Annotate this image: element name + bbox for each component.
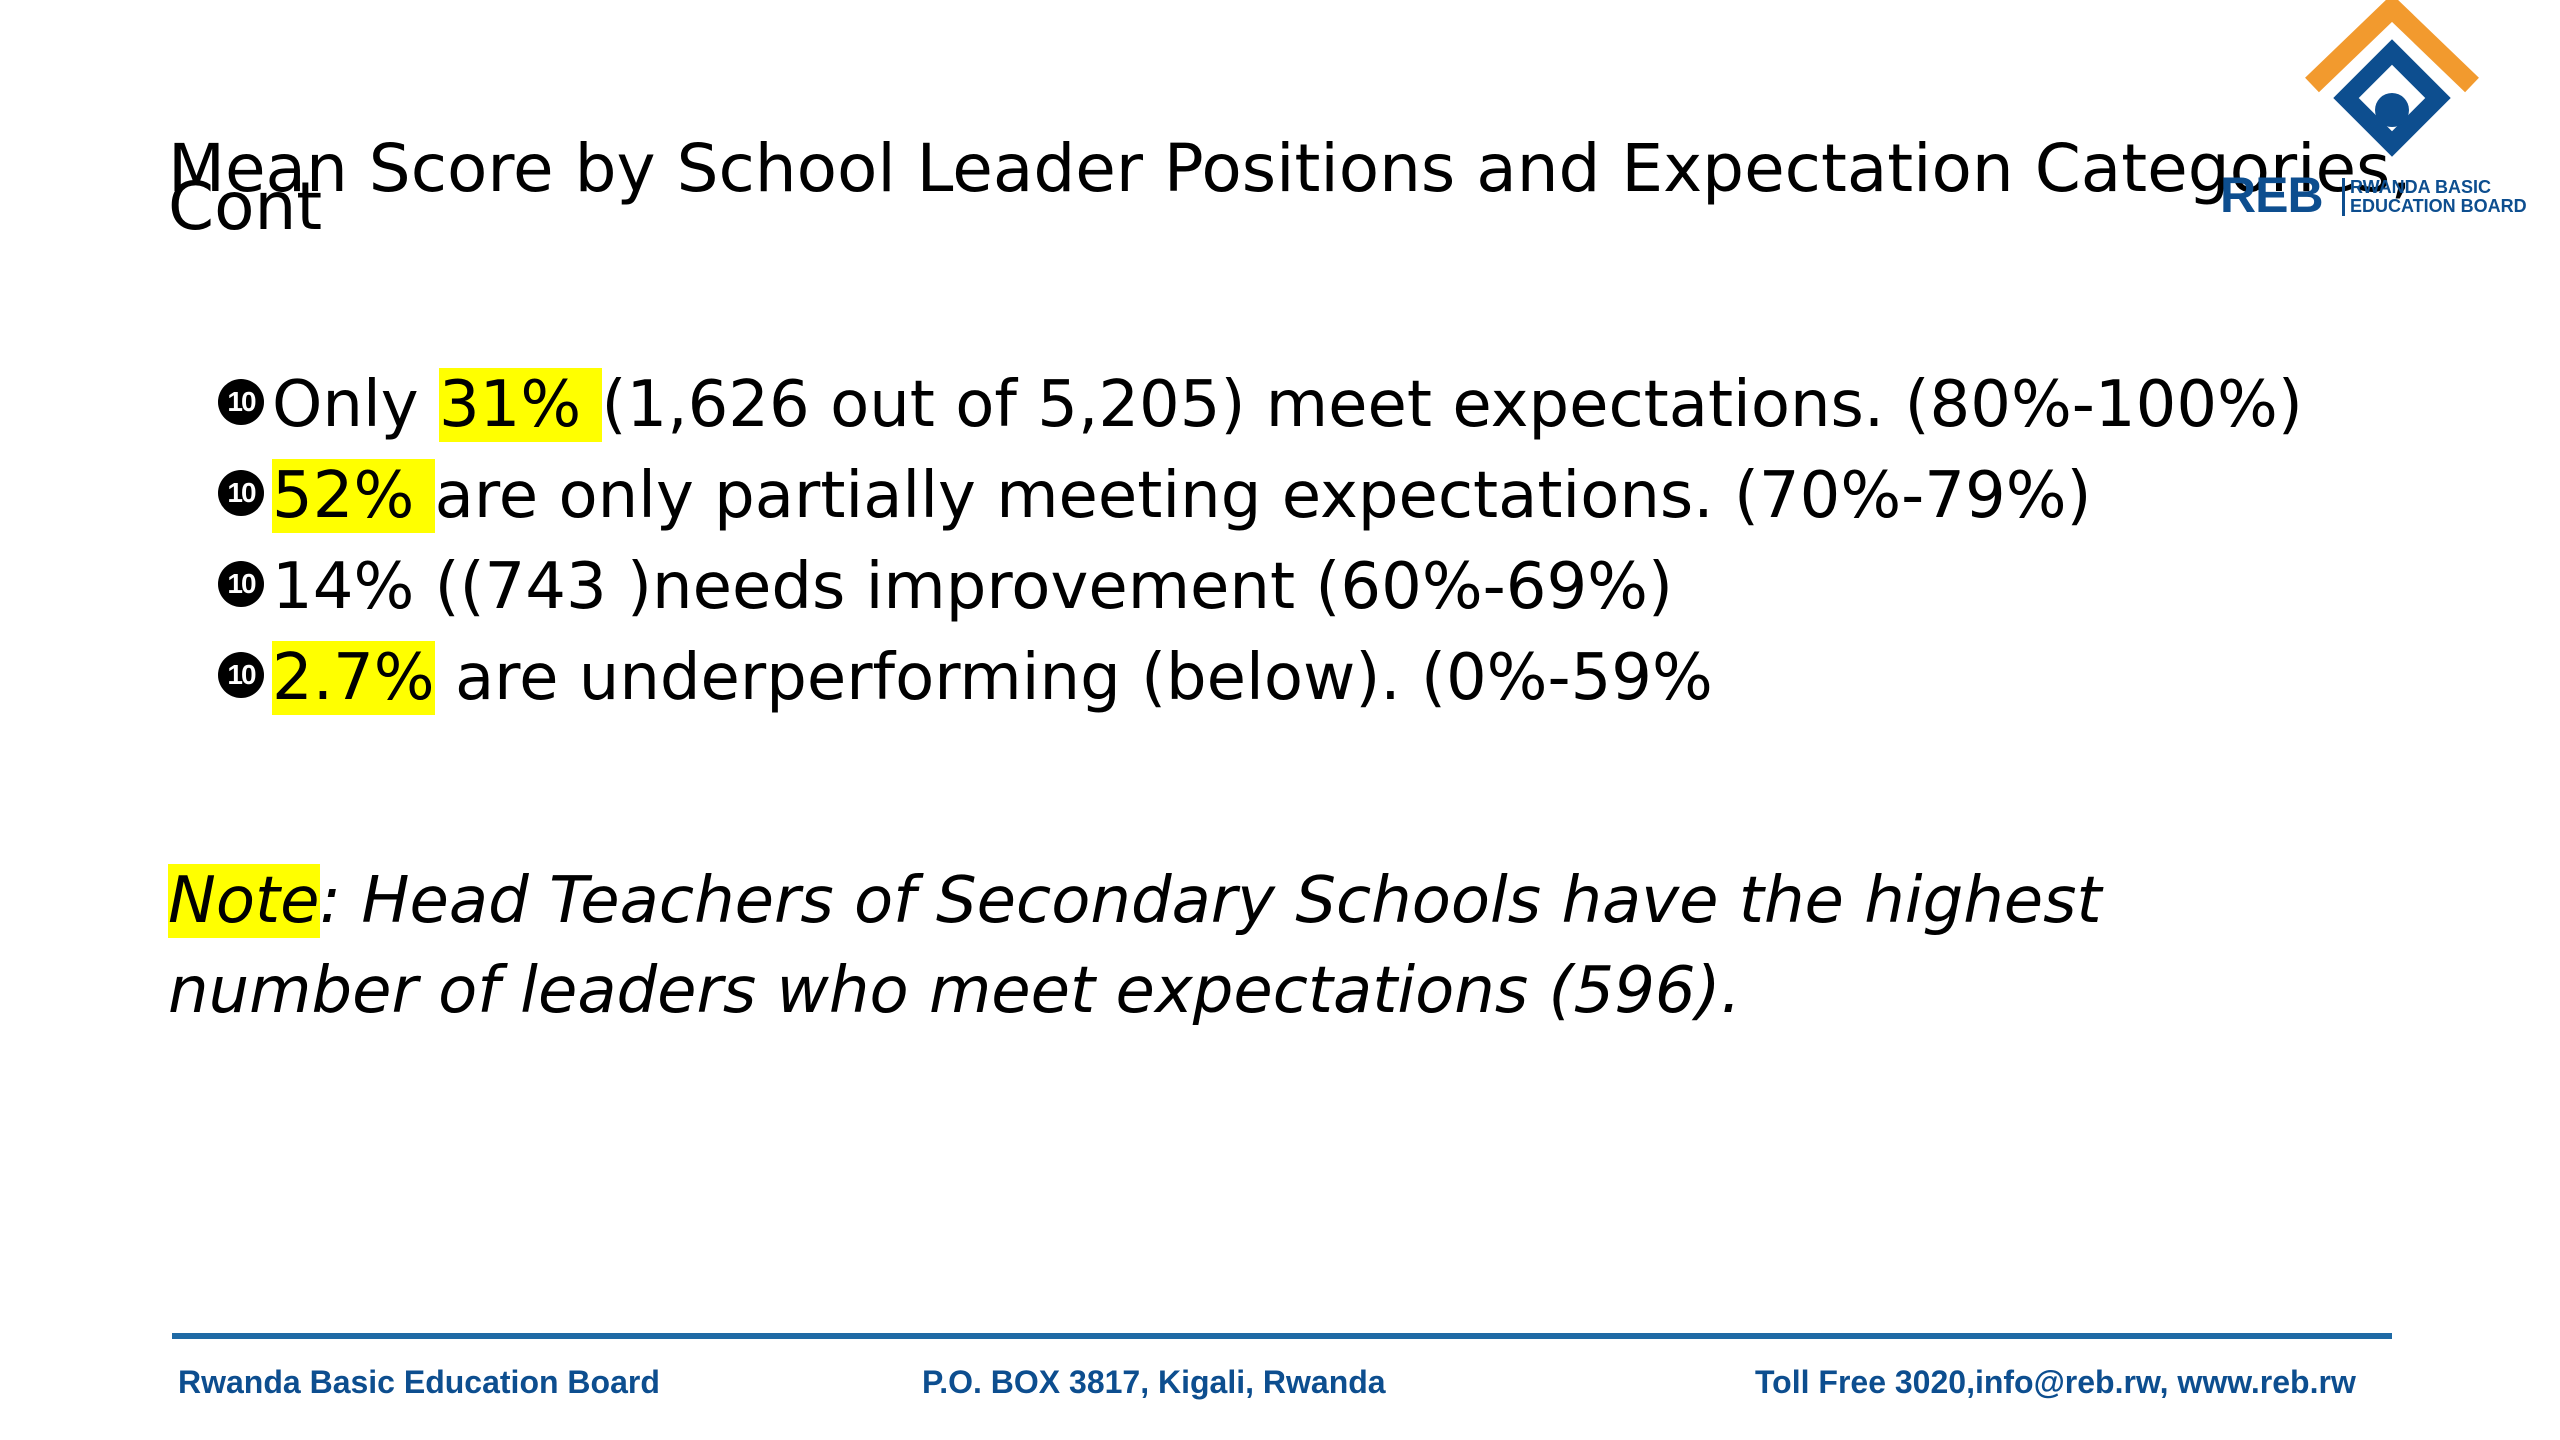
reb-logo-divider — [2342, 178, 2345, 216]
bullet-number-icon: 10 — [218, 379, 264, 426]
reb-logo-name-line-1: RWANDA BASIC — [2350, 177, 2492, 197]
note-label: Note — [168, 864, 320, 938]
bullet-text-suffix: are underperforming (below). (0%-59% — [434, 641, 1713, 715]
bullet-list: 10 Only 31% (1,626 out of 5,205) meet exp… — [218, 360, 2303, 724]
slide-title: Mean Score by School Leader Positions an… — [168, 130, 2412, 245]
reb-logo-name: RWANDA BASIC EDUCATION BOARD — [2350, 178, 2527, 216]
bullet-item-partial: 10 52% are only partially meeting expecta… — [218, 451, 2303, 542]
bullet-highlight: 52% — [272, 459, 435, 533]
bullet-text-prefix: Only — [272, 368, 439, 442]
note-text: : Head Teachers of Secondary Schools hav… — [168, 864, 2102, 1028]
reb-emblem-icon — [2305, 0, 2479, 157]
bullet-text-suffix: are only partially meeting expectations.… — [434, 459, 2092, 533]
bullet-number-icon: 10 — [218, 561, 264, 608]
bullet-item-improvement: 10 14% ((743 )needs improvement (60%-69%) — [218, 542, 2303, 633]
slide-title-line-1: Mean Score by School Leader Positions an… — [168, 130, 2412, 207]
slide-title-line-2: Cont — [168, 168, 323, 245]
bullet-number-icon: 10 — [218, 470, 264, 517]
bullet-highlight: 31% — [438, 368, 602, 442]
bullet-text-prefix: 14% ((743 )needs improvement (60%-69%) — [272, 550, 1673, 624]
note-paragraph: Note: Head Teachers of Secondary Schools… — [168, 856, 2348, 1036]
bullet-number-icon: 10 — [218, 652, 264, 699]
bullet-item-underperforming: 10 2.7% are underperforming (below). (0%-… — [218, 633, 2303, 724]
footer-contact: Toll Free 3020,info@reb.rw, www.reb.rw — [1755, 1364, 2356, 1400]
footer-divider — [172, 1333, 2392, 1339]
reb-logo: REB RWANDA BASIC EDUCATION BOARD — [2220, 0, 2560, 225]
footer-address: P.O. BOX 3817, Kigali, Rwanda — [922, 1364, 1386, 1400]
bullet-highlight: 2.7% — [272, 641, 435, 715]
footer-organization: Rwanda Basic Education Board — [178, 1364, 660, 1400]
bullet-text-suffix: (1,626 out of 5,205) meet expectations. … — [601, 368, 2303, 442]
bullet-item-meet: 10 Only 31% (1,626 out of 5,205) meet exp… — [218, 360, 2303, 451]
reb-logo-name-line-2: EDUCATION BOARD — [2350, 196, 2527, 216]
reb-logo-letters: REB — [2220, 167, 2324, 223]
